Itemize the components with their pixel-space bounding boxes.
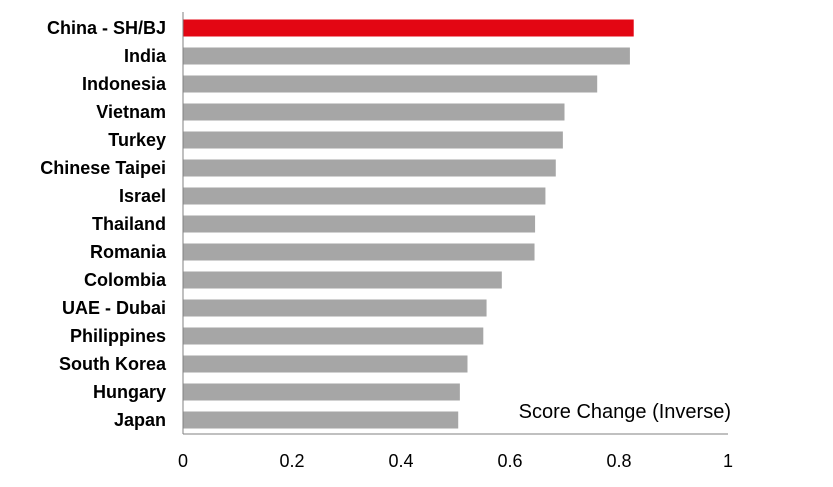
bar-romania xyxy=(183,243,535,261)
x-tick-label: 0 xyxy=(178,451,188,471)
bar-japan xyxy=(183,411,459,429)
x-tick-labels: 0 0.2 0.4 0.6 0.8 1 xyxy=(178,451,733,471)
bar-uae-dubai xyxy=(183,299,487,317)
x-tick-label: 0.6 xyxy=(497,451,522,471)
category-label: Turkey xyxy=(108,130,166,150)
x-tick-label: 0.2 xyxy=(279,451,304,471)
bar-vietnam xyxy=(183,103,565,121)
bar-india xyxy=(183,47,630,65)
category-label: South Korea xyxy=(59,354,167,374)
x-tick-label: 0.4 xyxy=(388,451,413,471)
category-label: India xyxy=(124,46,167,66)
bars-group xyxy=(183,19,634,429)
category-label: China - SH/BJ xyxy=(47,18,166,38)
category-labels: China - SH/BJ India Indonesia Vietnam Turkey… xyxy=(40,18,167,430)
category-label: Vietnam xyxy=(96,102,166,122)
category-label: Israel xyxy=(119,186,166,206)
category-label: Indonesia xyxy=(82,74,167,94)
category-label: Philippines xyxy=(70,326,166,346)
x-axis-title: Score Change (Inverse) xyxy=(519,401,731,423)
category-label: Colombia xyxy=(84,270,167,290)
category-label: Japan xyxy=(114,410,166,430)
bar-indonesia xyxy=(183,75,598,93)
bar-colombia xyxy=(183,271,502,289)
x-tick-label: 1 xyxy=(723,451,733,471)
bar-philippines xyxy=(183,327,484,345)
bar-thailand xyxy=(183,215,536,233)
x-tick-label: 0.8 xyxy=(606,451,631,471)
category-label: UAE - Dubai xyxy=(62,298,166,318)
bar-israel xyxy=(183,187,546,205)
category-label: Hungary xyxy=(93,382,166,402)
bar-south-korea xyxy=(183,355,468,373)
category-label: Thailand xyxy=(92,214,166,234)
bar-turkey xyxy=(183,131,563,149)
category-label: Romania xyxy=(90,242,167,262)
bar-china-sh-bj xyxy=(183,19,634,37)
bar-chinese-taipei xyxy=(183,159,556,177)
bar-hungary xyxy=(183,383,460,401)
category-label: Chinese Taipei xyxy=(40,158,166,178)
